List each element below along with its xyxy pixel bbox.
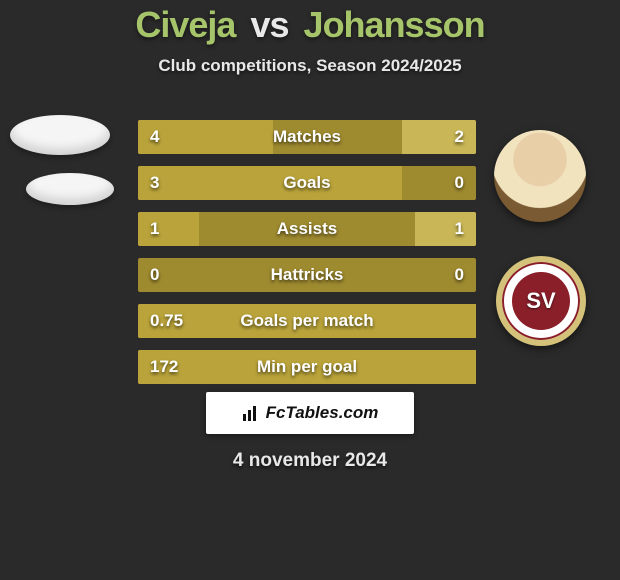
player2-name: Johansson: [304, 4, 485, 45]
club-badge-text: SV: [512, 272, 570, 330]
stats-rows: 42Matches 30Goals 11Assists 00Hattricks 0.75…: [138, 120, 476, 396]
player2-club-badge: SV: [496, 256, 586, 346]
page-title: Civeja vs Johansson: [0, 0, 620, 46]
player1-club-badge: [26, 173, 114, 205]
stat-row: 0.75Goals per match: [138, 304, 476, 338]
bars-icon: [242, 404, 260, 422]
stat-label: Matches: [138, 120, 476, 154]
stat-row: 11Assists: [138, 212, 476, 246]
subtitle: Club competitions, Season 2024/2025: [0, 56, 620, 76]
source-text: FcTables.com: [266, 403, 379, 423]
player1-name: Civeja: [135, 4, 235, 45]
source-badge: FcTables.com: [206, 392, 414, 434]
stat-row: 42Matches: [138, 120, 476, 154]
date-text: 4 november 2024: [0, 450, 620, 472]
player1-avatar: [10, 115, 110, 155]
stat-row: 30Goals: [138, 166, 476, 200]
stat-label: Goals per match: [138, 304, 476, 338]
vs-text: vs: [250, 4, 288, 45]
stat-label: Min per goal: [138, 350, 476, 384]
player2-avatar: [494, 130, 586, 222]
stat-label: Assists: [138, 212, 476, 246]
stat-label: Goals: [138, 166, 476, 200]
stat-label: Hattricks: [138, 258, 476, 292]
stat-row: 172Min per goal: [138, 350, 476, 384]
stat-row: 00Hattricks: [138, 258, 476, 292]
